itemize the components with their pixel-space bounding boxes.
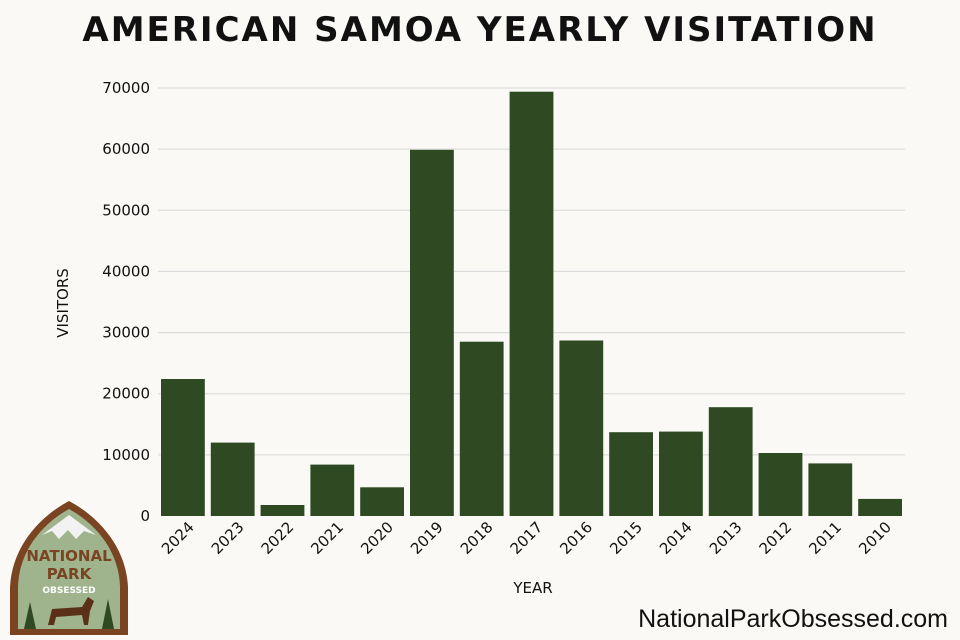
bar-2018 [459, 341, 504, 516]
bar-2013 [708, 407, 753, 516]
x-tick-label-2016: 2016 [556, 518, 596, 558]
bar-2012 [758, 453, 803, 516]
bar-2020 [360, 487, 404, 516]
x-tick-label-2010: 2010 [855, 518, 895, 558]
y-tick-label: 30000 [102, 324, 150, 342]
bar-2015 [609, 432, 653, 516]
x-tick-label-2023: 2023 [208, 518, 248, 558]
national-park-obsessed-logo: NATIONAL PARK OBSESSED [10, 501, 128, 635]
bar-2022 [260, 505, 305, 516]
y-tick-label: 40000 [102, 262, 150, 280]
bar-2019 [410, 149, 454, 517]
logo-line-obsessed: OBSESSED [42, 586, 95, 596]
x-tick-label-2021: 2021 [307, 518, 347, 558]
x-tick-label-2015: 2015 [606, 518, 646, 558]
logo-line-park: PARK [47, 565, 93, 583]
x-tick-label-2012: 2012 [756, 518, 796, 558]
x-tick-label-2014: 2014 [656, 518, 696, 558]
bar-2023 [210, 442, 255, 516]
y-tick-label: 0 [140, 507, 150, 525]
x-tick-labels: 2024 2023 2022 2021 2020 2019 2018 2017 2016 2015… [158, 518, 895, 558]
bar-2021 [310, 464, 355, 516]
bar-2024 [161, 379, 205, 516]
x-tick-label-2024: 2024 [158, 518, 198, 558]
x-tick-label-2018: 2018 [457, 518, 497, 558]
bar-2014 [659, 431, 703, 516]
x-tick-label-2017: 2017 [507, 518, 547, 558]
x-tick-label-2013: 2013 [706, 518, 746, 558]
x-tick-label-2020: 2020 [357, 518, 397, 558]
bar-2011 [808, 463, 853, 516]
x-axis-title: YEAR [512, 579, 552, 597]
bars [161, 91, 902, 517]
bar-2017 [509, 91, 554, 516]
logo-line-national: NATIONAL [26, 547, 112, 565]
y-tick-label: 20000 [102, 385, 150, 403]
y-tick-labels: 0 10000 20000 30000 40000 50000 60000 70000 [102, 79, 150, 525]
y-tick-label: 60000 [102, 140, 150, 158]
site-url: NationalParkObsessed.com [638, 605, 948, 633]
x-tick-label-2019: 2019 [407, 518, 447, 558]
bar-2010 [858, 498, 902, 516]
y-tick-label: 50000 [102, 201, 150, 219]
y-tick-label: 70000 [102, 79, 150, 97]
chart-title: AMERICAN SAMOA YEARLY VISITATION [82, 10, 878, 50]
x-tick-label-2022: 2022 [258, 518, 298, 558]
y-axis-title: VISITORS [54, 268, 72, 338]
y-tick-label: 10000 [102, 446, 150, 464]
bar-2016 [559, 340, 604, 516]
x-tick-label-2011: 2011 [805, 518, 845, 558]
